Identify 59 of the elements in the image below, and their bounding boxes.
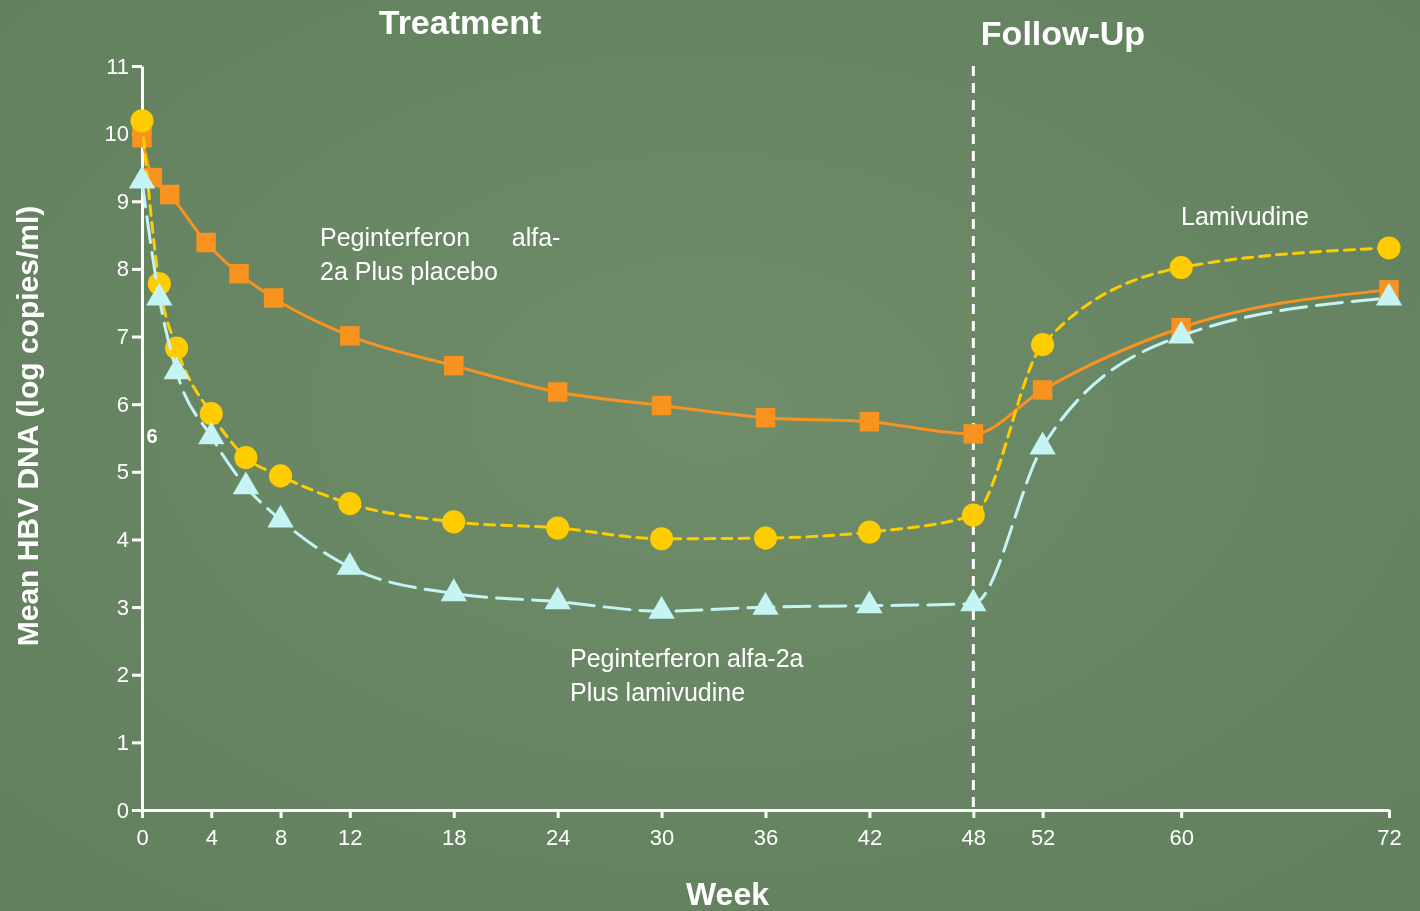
x-tick-label: 52 (1030, 825, 1056, 851)
point (547, 382, 568, 402)
series-label: Peginterferon alfa-2a Plus lamivudine (570, 644, 804, 706)
point (961, 503, 985, 527)
series-label: Lamivudine (1181, 202, 1309, 230)
x-axis-title: Week (685, 876, 770, 911)
point (1377, 236, 1401, 260)
point (1032, 380, 1053, 400)
y-tick-label: 5 (116, 459, 129, 485)
text: Treatment (378, 3, 542, 41)
text: Follow-Up (980, 14, 1146, 52)
x-tick-label: 4 (205, 825, 218, 851)
y-tick-label: 7 (116, 324, 129, 350)
point (263, 288, 284, 308)
point (753, 526, 778, 550)
y-tick-label: 8 (116, 256, 129, 282)
y-axis-title: Mean HBV DNA (log copies/ml) (11, 205, 44, 647)
x-tick-label: 24 (545, 825, 571, 851)
y-tick-label: 1 (116, 729, 129, 755)
x-tick-label: 0 (136, 825, 149, 851)
point (199, 402, 223, 426)
point (234, 446, 258, 470)
x-tick-label: 30 (649, 825, 675, 851)
point (159, 184, 180, 205)
x-tick-label: 8 (274, 825, 288, 851)
point (546, 516, 570, 540)
point (859, 412, 880, 432)
point (444, 355, 464, 376)
point (268, 464, 293, 488)
point (650, 527, 674, 551)
x-tick-label: 36 (753, 825, 779, 851)
point (651, 395, 672, 416)
y-tick-label: 11 (106, 53, 129, 79)
point (857, 520, 881, 544)
y-tick-label: 6 (116, 391, 129, 417)
x-tick-label: 18 (442, 825, 467, 851)
point (1031, 333, 1055, 357)
point (130, 109, 154, 133)
series-label: Peginterferon alfa- 2a Plus placebo (320, 223, 561, 285)
point (340, 326, 360, 346)
x-tick-label: 60 (1169, 825, 1194, 851)
y-tick-label: 10 (104, 121, 129, 147)
point (963, 424, 984, 444)
y-tick-label: 2 (116, 662, 129, 688)
y-tick-label: 9 (116, 188, 129, 214)
annotation: 6 (146, 425, 158, 447)
y-tick-label: 3 (116, 594, 129, 620)
y-tick-label: 0 (116, 797, 129, 823)
point (338, 492, 362, 516)
point (1169, 256, 1193, 280)
point (442, 510, 466, 534)
x-tick-label: 72 (1377, 825, 1402, 851)
x-tick-label: 12 (338, 825, 363, 851)
y-tick-label: 4 (116, 526, 129, 552)
x-tick-label: 42 (857, 825, 883, 851)
point (229, 263, 249, 284)
point (755, 407, 776, 428)
x-tick-label: 48 (961, 825, 987, 851)
point (196, 232, 216, 253)
